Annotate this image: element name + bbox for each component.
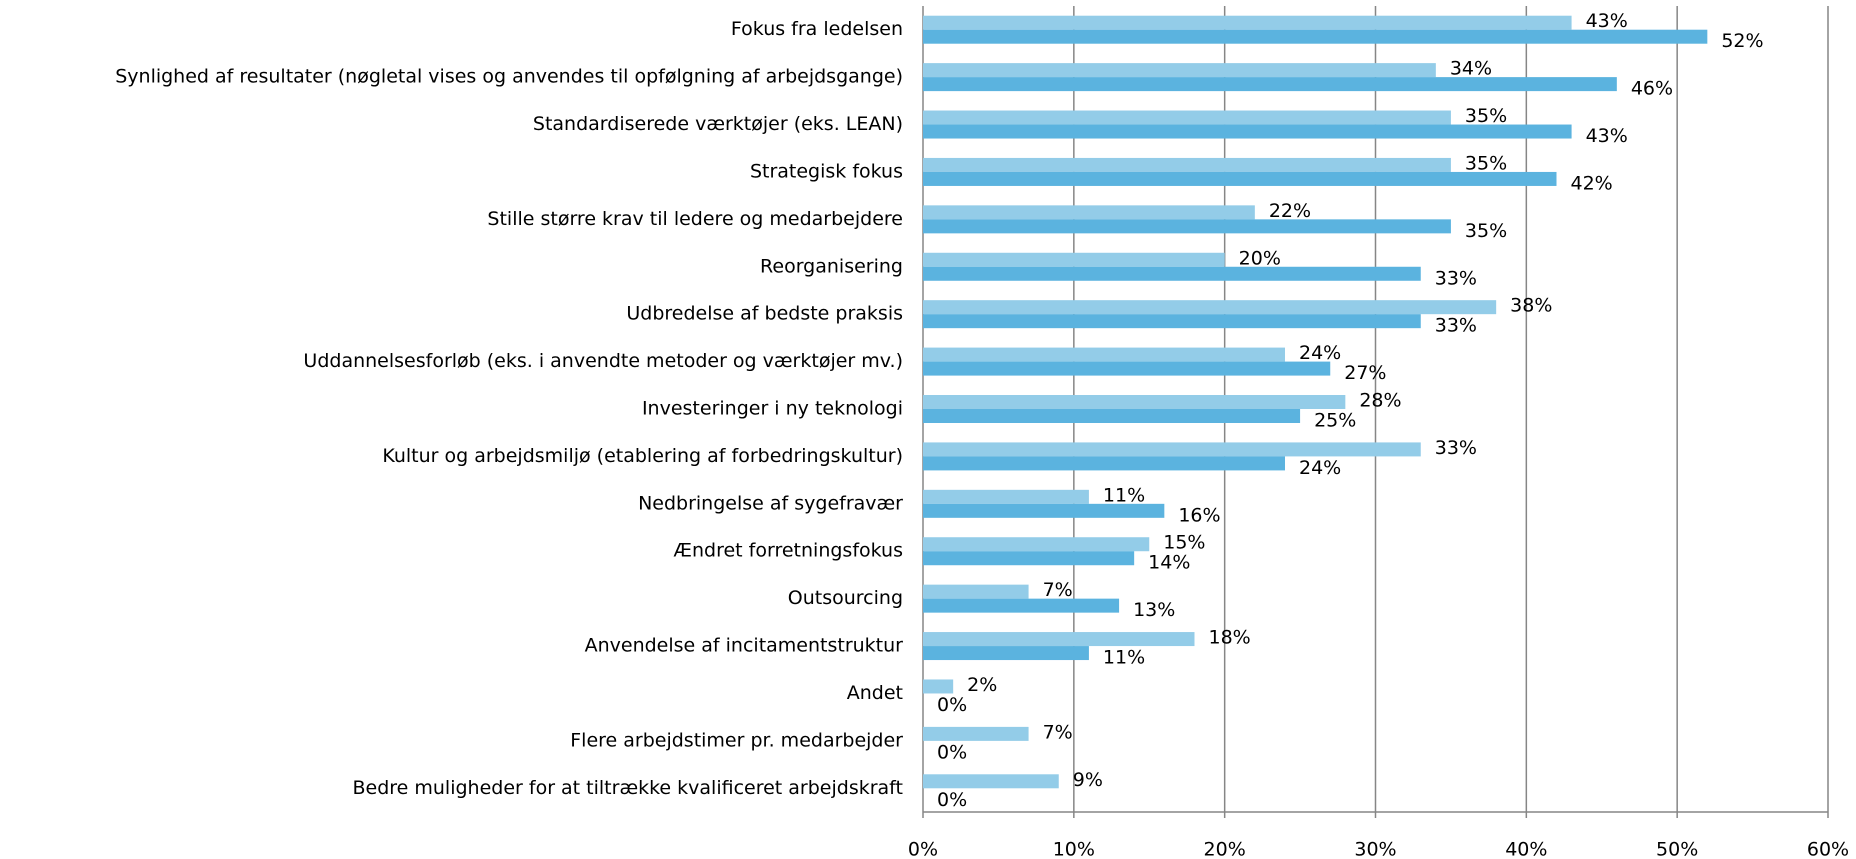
data-label: 7%: [1043, 721, 1073, 743]
bar: [923, 219, 1451, 234]
y-tick-label: Andet: [847, 682, 903, 704]
y-tick-label: Synlighed af resultater (nøgletal vises …: [115, 66, 903, 88]
bar: [923, 171, 1557, 186]
bar: [923, 489, 1089, 504]
y-tick-label: Uddannelsesforløb (eks. i anvendte metod…: [303, 350, 903, 372]
bar: [923, 314, 1421, 329]
bar: [923, 157, 1451, 172]
data-label: 35%: [1465, 220, 1507, 242]
data-label: 42%: [1571, 172, 1613, 194]
bar: [923, 347, 1285, 362]
bar: [923, 456, 1285, 471]
y-tick-label: Anvendelse af incitamentstruktur: [585, 635, 904, 657]
data-label: 24%: [1299, 342, 1341, 364]
bar: [923, 551, 1135, 566]
bar: [923, 395, 1346, 409]
bar: [923, 442, 1421, 457]
bar: [923, 266, 1421, 281]
data-label: 14%: [1148, 552, 1190, 574]
y-tick-label: Outsourcing: [788, 587, 903, 609]
bar: [923, 300, 1497, 315]
data-label: 38%: [1510, 295, 1552, 317]
bar: [923, 584, 1029, 599]
y-tick-label: Stille større krav til ledere og medarbe…: [487, 208, 903, 230]
x-tick-label: 40%: [1505, 839, 1547, 859]
data-label: 9%: [1073, 769, 1103, 791]
bar: [923, 726, 1029, 741]
y-tick-label: Standardiserede værktøjer (eks. LEAN): [533, 113, 903, 135]
bar: [923, 63, 1436, 78]
data-label: 18%: [1209, 627, 1251, 649]
data-label: 33%: [1435, 437, 1477, 459]
y-tick-label: Strategisk fokus: [750, 160, 903, 182]
y-tick-label: Bedre muligheder for at tiltrække kvalif…: [352, 777, 903, 799]
data-label: 43%: [1586, 10, 1628, 32]
y-tick-label: Reorganisering: [760, 255, 903, 277]
bar: [923, 124, 1572, 139]
bar: [923, 205, 1255, 220]
bar: [923, 598, 1120, 613]
bar: [923, 15, 1572, 30]
y-tick-label: Fokus fra ledelsen: [731, 18, 903, 40]
bar: [923, 361, 1331, 376]
data-label: 7%: [1043, 579, 1073, 601]
data-label: 0%: [937, 789, 967, 811]
bar: [923, 774, 1059, 789]
data-label: 34%: [1450, 58, 1492, 80]
y-tick-label: Kultur og arbejdsmiljø (etablering af fo…: [382, 445, 903, 467]
x-tick-label: 10%: [1053, 839, 1095, 859]
data-label: 13%: [1133, 599, 1175, 621]
data-label: 33%: [1435, 267, 1477, 289]
data-label: 22%: [1269, 200, 1311, 222]
data-label: 2%: [967, 674, 997, 696]
data-label: 46%: [1631, 78, 1673, 100]
data-label: 27%: [1344, 362, 1386, 384]
data-label: 35%: [1465, 105, 1507, 127]
bar: [923, 29, 1708, 44]
data-label: 0%: [937, 741, 967, 763]
x-tick-label: 20%: [1204, 839, 1246, 859]
data-label: 20%: [1239, 247, 1281, 269]
data-label: 33%: [1435, 315, 1477, 337]
bar: [923, 632, 1195, 647]
y-tick-label: Investeringer i ny teknologi: [642, 398, 903, 420]
bar: [923, 77, 1617, 92]
bar: [923, 110, 1451, 125]
bar: [923, 646, 1089, 661]
data-label: 52%: [1721, 30, 1763, 52]
x-tick-label: 0%: [908, 839, 938, 859]
data-label: 35%: [1465, 152, 1507, 174]
y-tick-label: Flere arbejdstimer pr. medarbejder: [570, 729, 903, 751]
x-tick-label: 50%: [1656, 839, 1698, 859]
x-tick-label: 60%: [1807, 839, 1849, 859]
data-label: 15%: [1163, 532, 1205, 554]
data-label: 25%: [1314, 410, 1356, 432]
bar: [923, 679, 954, 694]
y-tick-label: Udbredelse af bedste praksis: [626, 303, 903, 325]
bar: [923, 409, 1301, 423]
data-label: 28%: [1359, 390, 1401, 412]
data-label: 11%: [1103, 484, 1145, 506]
data-label: 24%: [1299, 457, 1341, 479]
x-tick-label: 30%: [1354, 839, 1396, 859]
y-tick-label: Ændret forretningsfokus: [673, 540, 903, 562]
bar: [923, 537, 1150, 552]
data-label: 43%: [1586, 125, 1628, 147]
bar: [923, 252, 1225, 267]
y-tick-label: Nedbringelse af sygefravær: [638, 492, 903, 514]
data-label: 0%: [937, 694, 967, 716]
data-label: 16%: [1178, 504, 1220, 526]
bar: [923, 503, 1165, 518]
data-label: 11%: [1103, 647, 1145, 669]
